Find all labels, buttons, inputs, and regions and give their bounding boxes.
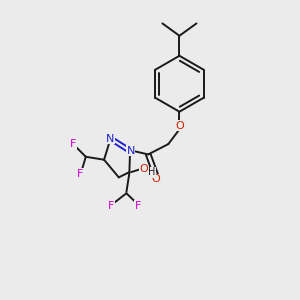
Text: F: F <box>135 201 141 211</box>
Text: O: O <box>151 174 160 184</box>
Text: N: N <box>106 134 115 143</box>
Text: F: F <box>77 169 84 179</box>
Text: O: O <box>139 164 148 174</box>
Text: F: F <box>108 201 114 211</box>
Text: H: H <box>148 167 155 177</box>
Text: F: F <box>70 140 76 149</box>
Text: N: N <box>126 146 135 156</box>
Text: O: O <box>175 121 184 131</box>
